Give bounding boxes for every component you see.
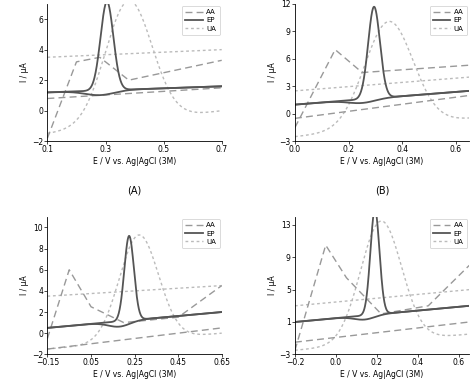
Y-axis label: I / μA: I / μA xyxy=(20,276,29,296)
X-axis label: E / V vs. Ag|AgCl (3M): E / V vs. Ag|AgCl (3M) xyxy=(340,157,424,166)
Text: (A): (A) xyxy=(128,185,142,195)
Legend: AA, EP, UA: AA, EP, UA xyxy=(182,219,219,248)
Legend: AA, EP, UA: AA, EP, UA xyxy=(429,219,467,248)
Y-axis label: I / μA: I / μA xyxy=(268,276,277,296)
Y-axis label: I / μA: I / μA xyxy=(20,62,29,82)
Text: (B): (B) xyxy=(375,185,389,195)
Y-axis label: I / μA: I / μA xyxy=(268,62,277,82)
X-axis label: E / V vs. Ag|AgCl (3M): E / V vs. Ag|AgCl (3M) xyxy=(340,370,424,379)
X-axis label: E / V vs. Ag|AgCl (3M): E / V vs. Ag|AgCl (3M) xyxy=(93,157,176,166)
Legend: AA, EP, UA: AA, EP, UA xyxy=(429,6,467,35)
X-axis label: E / V vs. Ag|AgCl (3M): E / V vs. Ag|AgCl (3M) xyxy=(93,370,176,379)
Legend: AA, EP, UA: AA, EP, UA xyxy=(182,6,219,35)
